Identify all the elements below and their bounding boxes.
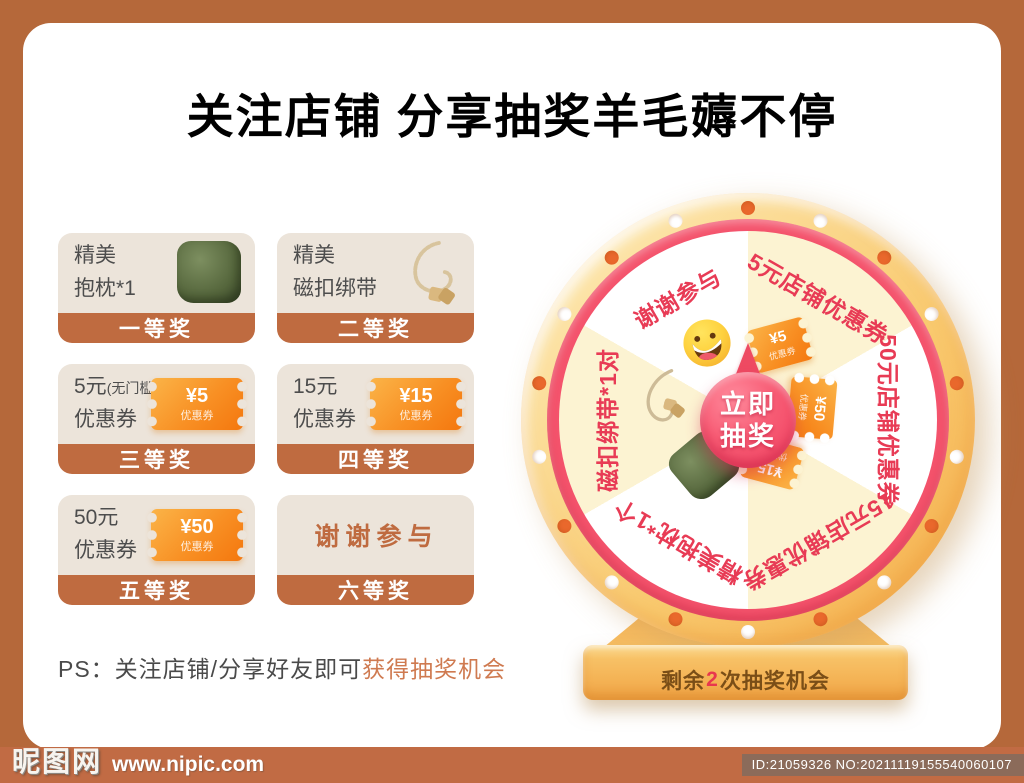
prize-5-tier-badge: 五等奖	[58, 575, 255, 605]
spin-button-line2: 抽奖	[719, 421, 776, 451]
chances-prefix: 剩余	[661, 669, 706, 693]
rim-dot	[554, 304, 574, 324]
coupon-50-label: 优惠券	[180, 541, 214, 553]
thanks-message: 谢谢参与	[314, 523, 439, 551]
prize-4-line2: 优惠券	[293, 408, 356, 431]
nipic-logo: 昵图网	[12, 746, 103, 777]
prize-1-line1: 精美	[74, 244, 116, 268]
coupon-50-image: ¥50 优惠券	[147, 509, 247, 561]
prize-card-5-text: 50元 优惠券	[74, 502, 137, 567]
pillow-image	[177, 241, 241, 303]
prize-5-line2: 优惠券	[74, 539, 137, 562]
chances-suffix: 次抽奖机会	[719, 669, 830, 693]
prize-card-3-text: 5元(无门槛) 优惠券	[74, 371, 158, 436]
prize-1-line2: 抱枕*1	[74, 277, 136, 300]
prize-2-tier-badge: 二等奖	[277, 313, 474, 343]
coupon-5-label: 优惠券	[180, 410, 214, 422]
coupon-15-image: ¥15 优惠券	[366, 378, 466, 430]
rim-dot	[948, 375, 965, 392]
wheel-coupon-50-label: 优惠券	[797, 393, 810, 422]
watermark: 昵图网 www.nipic.com	[12, 740, 264, 780]
prize-6-tier-badge: 六等奖	[277, 575, 474, 605]
prize-card-2-text: 精美 磁扣绑带	[293, 240, 377, 305]
prize-card-3: 5元(无门槛) 优惠券 ¥5 优惠券 三等奖	[58, 364, 255, 474]
ps-note-prefix: PS：关注店铺/分享好友即可	[58, 656, 363, 682]
rim-dot	[531, 448, 548, 465]
wheel-strap-image	[646, 369, 685, 422]
smiley-icon	[683, 319, 731, 367]
page-title: 关注店铺 分享抽奖羊毛薅不停	[186, 92, 838, 144]
ps-note: PS：关注店铺/分享好友即可获得抽奖机会	[58, 650, 506, 684]
rim-dot	[874, 247, 895, 268]
prize-card-6-body: 谢谢参与	[277, 495, 474, 575]
prize-card-1-body: 精美 抱枕*1	[58, 233, 255, 313]
rim-dot	[531, 375, 548, 392]
chances-count: 2	[706, 667, 719, 691]
strap-image	[413, 241, 455, 305]
wheel-base: 剩余 2 次抽奖机会	[583, 645, 908, 700]
rim-dot	[666, 211, 685, 230]
prize-2-line1: 精美	[293, 244, 335, 268]
prize-card-5-body: 50元 优惠券 ¥50 优惠券	[58, 495, 255, 575]
rim-dot	[948, 448, 965, 465]
prize-4-tier-badge: 四等奖	[277, 444, 474, 474]
prize-grid: 精美 抱枕*1 一等奖 精美 磁扣绑带 二等奖	[58, 233, 474, 605]
coupon-5-value: ¥5	[185, 385, 209, 407]
prize-3-note: (无门槛)	[106, 380, 159, 397]
prize-card-4-text: 15元 优惠券	[293, 371, 356, 436]
rim-dot	[554, 516, 574, 536]
rim-dot	[666, 610, 685, 629]
spin-button-line1: 立即	[719, 388, 776, 419]
prize-1-tier-badge: 一等奖	[58, 313, 255, 343]
rim-dot	[922, 304, 942, 324]
prize-card-5: 50元 优惠券 ¥50 优惠券 五等奖	[58, 495, 255, 605]
wheel-coupon-50-value: ¥50	[809, 395, 829, 422]
prize-card-4: 15元 优惠券 ¥15 优惠券 四等奖	[277, 364, 474, 474]
coupon-15-label: 优惠券	[399, 410, 433, 422]
prize-3-tier-badge: 三等奖	[58, 444, 255, 474]
prize-3-line1: 5元(无门槛)	[74, 375, 159, 399]
prize-card-4-body: 15元 优惠券 ¥15 优惠券	[277, 364, 474, 444]
coupon-50-value: ¥50	[180, 516, 214, 538]
rim-dot	[811, 211, 830, 230]
rim-dot	[601, 572, 622, 593]
spin-button[interactable]: 立即 抽奖	[700, 372, 796, 468]
rim-dot	[922, 516, 942, 536]
rim-dot	[874, 572, 895, 593]
lucky-wheel: 5元店铺优惠券 50元店铺优惠券 15元店铺优惠券 精美抱枕*1个 磁扣绑带*1…	[521, 193, 975, 647]
prize-card-2: 精美 磁扣绑带 二等奖	[277, 233, 474, 343]
image-id-label: ID:21059326 NO:20211119155540060107	[741, 754, 1024, 776]
prize-card-3-body: 5元(无门槛) 优惠券 ¥5 优惠券	[58, 364, 255, 444]
prize-3-line2: 优惠券	[74, 408, 137, 431]
prize-2-line2: 磁扣绑带	[293, 277, 377, 300]
rim-dot	[741, 625, 755, 639]
nipic-site-url: www.nipic.com	[112, 753, 265, 776]
prize-4-line1: 15元	[293, 375, 338, 399]
prize-card-1: 精美 抱枕*1 一等奖	[58, 233, 255, 343]
prize-card-1-text: 精美 抱枕*1	[74, 240, 136, 305]
coupon-15-value: ¥15	[399, 385, 433, 407]
coupon-5-image: ¥5 优惠券	[147, 378, 247, 430]
rim-dot	[741, 201, 755, 215]
prize-card-2-body: 精美 磁扣绑带	[277, 233, 474, 313]
prize-5-line1: 50元	[74, 506, 119, 530]
rim-dot	[811, 610, 830, 629]
prize-card-6: 谢谢参与 六等奖	[277, 495, 474, 605]
